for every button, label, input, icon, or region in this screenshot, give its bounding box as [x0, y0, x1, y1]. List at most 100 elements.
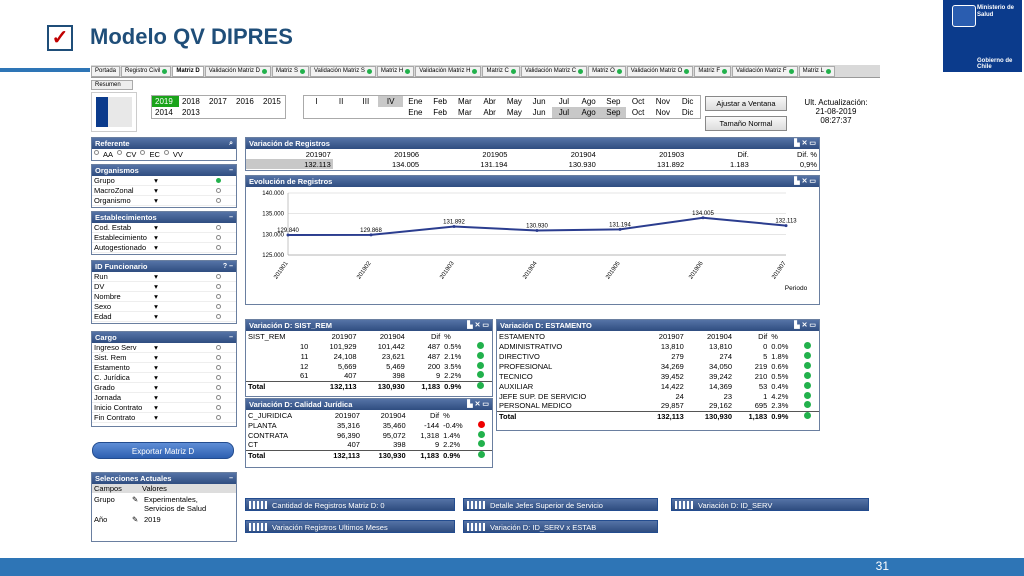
table-row[interactable]: 10 101,929 101,442 487 0.5% [246, 341, 492, 351]
year-option[interactable]: 2016 [236, 97, 254, 106]
listbox-row[interactable]: Sexo ▾ [92, 302, 236, 312]
minimize-icon[interactable]: – [229, 334, 233, 341]
period-option[interactable]: Ene [408, 97, 423, 106]
listbox-value[interactable] [163, 353, 203, 362]
dropdown-arrow-icon[interactable]: ▾ [154, 383, 158, 392]
month-option[interactable]: Ene [408, 108, 423, 117]
table-row[interactable]: 61 407 398 9 2.2% [246, 371, 492, 381]
table-row[interactable]: AUXILIAR 14,422 14,369 53 0.4% [497, 381, 819, 391]
referente-option[interactable]: CV [126, 150, 137, 159]
period-option[interactable]: May [506, 97, 522, 106]
listbox-value[interactable] [163, 363, 203, 372]
tamano-normal-button[interactable]: Tamaño Normal [705, 116, 787, 131]
listbox-row[interactable]: MacroZonal ▾ [92, 186, 236, 196]
tab-sheet[interactable]: Matriz D [172, 66, 204, 77]
minimized-id-serv[interactable]: Variación D: ID_SERV [671, 498, 869, 511]
tab-sheet[interactable]: Validación Matriz F [732, 66, 798, 77]
help-icon[interactable]: ? – [222, 263, 233, 270]
radio-icon[interactable] [163, 150, 169, 155]
listbox-value[interactable] [163, 302, 203, 311]
dropdown-arrow-icon[interactable]: ▾ [154, 302, 158, 311]
dropdown-arrow-icon[interactable]: ▾ [154, 243, 158, 252]
listbox-row[interactable]: Ingreso Serv ▾ [92, 343, 236, 353]
table-row[interactable]: CONTRATA 96,390 95,072 1,318 1.4% [246, 430, 492, 440]
dropdown-arrow-icon[interactable]: ▾ [154, 343, 158, 352]
clear-icon[interactable]: ✎ [132, 495, 139, 504]
period-option[interactable]: II [338, 97, 344, 106]
tab-sheet[interactable]: Validación Matriz S [309, 66, 376, 77]
month-option[interactable]: Mar [457, 108, 472, 117]
month-option[interactable]: May [506, 108, 522, 117]
listbox-value[interactable] [163, 383, 203, 392]
dropdown-arrow-icon[interactable]: ▾ [154, 272, 158, 281]
listbox-row[interactable]: Estamento ▾ [92, 363, 236, 373]
period-option[interactable]: Abr [483, 97, 496, 106]
dropdown-arrow-icon[interactable]: ▾ [154, 373, 158, 382]
listbox-value[interactable] [163, 393, 203, 402]
dropdown-arrow-icon[interactable]: ▾ [154, 353, 158, 362]
tab-sheet[interactable]: Validación Matriz D [204, 66, 271, 77]
listbox-row[interactable]: Edad ▾ [92, 312, 236, 322]
year-option[interactable]: 2017 [209, 97, 227, 106]
table-row[interactable]: CT 407 398 9 2.2% [246, 440, 492, 450]
dropdown-arrow-icon[interactable]: ▾ [154, 233, 158, 242]
dropdown-arrow-icon[interactable]: ▾ [154, 176, 158, 185]
table-row[interactable]: ADMINISTRATIVO 13,810 13,810 0 0.0% [497, 341, 819, 351]
listbox-value[interactable] [163, 403, 203, 412]
listbox-row[interactable]: DV ▾ [92, 282, 236, 292]
month-option[interactable]: Ago [576, 107, 601, 118]
listbox-row[interactable]: Autogestionado ▾ [92, 243, 236, 253]
listbox-value[interactable] [163, 186, 203, 195]
window-controls-icon[interactable]: ▙ ✕ ▭ [794, 178, 816, 185]
listbox-row[interactable]: Cod. Estab ▾ [92, 223, 236, 233]
tab-sheet[interactable]: Portada [91, 66, 121, 77]
period-option[interactable]: I [315, 97, 318, 106]
minimized-variacion-ultimos[interactable]: Variación Registros Ultimos Meses [245, 520, 455, 533]
month-option[interactable]: Oct [631, 108, 645, 117]
table-row[interactable]: 11 24,108 23,621 487 2.1% [246, 351, 492, 361]
tab-sheet[interactable]: Matriz S [271, 66, 309, 77]
listbox-value[interactable] [163, 272, 203, 281]
table-row[interactable]: 12 5,669 5,469 200 3.5% [246, 361, 492, 371]
listbox-value[interactable] [163, 233, 203, 242]
minimize-icon[interactable]: – [229, 214, 233, 221]
period-option[interactable]: Mar [457, 97, 472, 106]
listbox-value[interactable] [163, 223, 203, 232]
dropdown-arrow-icon[interactable]: ▾ [154, 292, 158, 301]
minimized-cantidad-registros[interactable]: Cantidad de Registros Matriz D: 0 [245, 498, 455, 511]
dropdown-arrow-icon[interactable]: ▾ [154, 363, 158, 372]
tab-sheet[interactable]: Validación Matriz O [626, 66, 694, 77]
table-row[interactable]: DIRECTIVO 279 274 5 1.8% [497, 351, 819, 361]
listbox-value[interactable] [163, 292, 203, 301]
listbox-row[interactable]: Sist. Rem ▾ [92, 353, 236, 363]
tab-sheet[interactable]: Matriz O [588, 66, 626, 77]
dropdown-arrow-icon[interactable]: ▾ [154, 312, 158, 321]
radio-icon[interactable] [117, 150, 123, 155]
dropdown-arrow-icon[interactable]: ▾ [154, 186, 158, 195]
dropdown-arrow-icon[interactable]: ▾ [154, 282, 158, 291]
search-icon[interactable]: ⌕ [229, 140, 233, 147]
listbox-value[interactable] [163, 373, 203, 382]
window-controls-icon[interactable]: ▙ ✕ ▭ [794, 322, 816, 329]
tab-sheet[interactable]: Matriz L [798, 66, 835, 77]
minimized-id-serv-estab[interactable]: Variación D: ID_SERV x ESTAB [463, 520, 658, 533]
period-option[interactable]: Jun [532, 97, 546, 106]
radio-icon[interactable] [94, 150, 99, 155]
listbox-row[interactable]: Organismo ▾ [92, 196, 236, 206]
month-option[interactable]: Abr [483, 108, 496, 117]
referente-option[interactable]: AA [103, 150, 114, 159]
tab-sheet[interactable]: Validación Matriz H [415, 66, 482, 77]
listbox-row[interactable]: C. Jurídica ▾ [92, 373, 236, 383]
window-controls-icon[interactable]: ▙ ✕ ▭ [794, 140, 816, 147]
listbox-row[interactable]: Jornada ▾ [92, 393, 236, 403]
listbox-row[interactable]: Run ▾ [92, 272, 236, 282]
listbox-row[interactable]: Establecimiento ▾ [92, 233, 236, 243]
month-option[interactable]: Nov [655, 108, 670, 117]
listbox-row[interactable]: Grupo ▾ [92, 176, 236, 186]
month-option[interactable]: Feb [433, 108, 448, 117]
month-option[interactable]: Jun [532, 108, 546, 117]
minimize-icon[interactable]: – [229, 167, 233, 174]
tab-sheet[interactable]: Matriz C [482, 66, 520, 77]
table-row[interactable]: PROFESIONAL 34,269 34,050 219 0.6% [497, 361, 819, 371]
listbox-value[interactable] [163, 343, 203, 352]
